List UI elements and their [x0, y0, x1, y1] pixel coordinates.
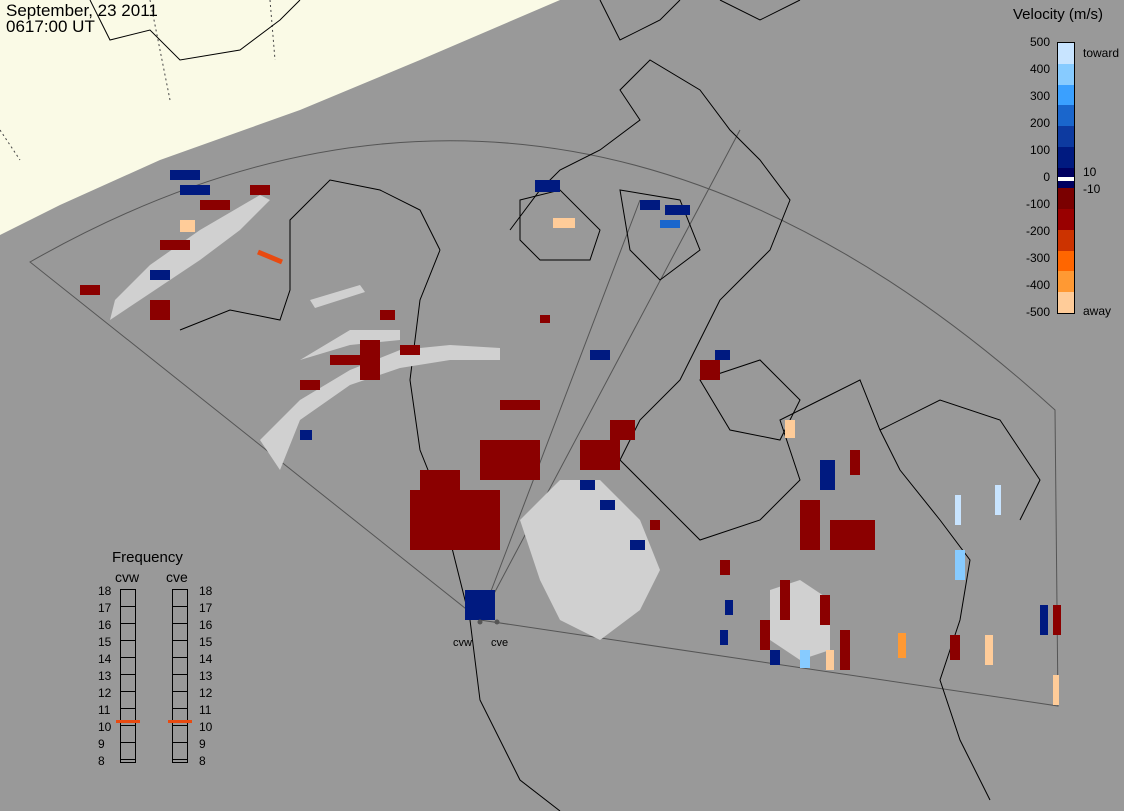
station-marker-cve: [494, 619, 500, 625]
frequency-tick-label: 10: [98, 720, 112, 734]
frequency-tick-label: 8: [199, 754, 206, 768]
frequency-cvw-label: cvw: [115, 569, 140, 585]
velocity-tick-label: -100: [1025, 197, 1050, 211]
station-marker-cvw: [477, 619, 483, 625]
velocity-color-step: [1058, 229, 1074, 252]
velocity-colorbar: [1057, 42, 1075, 314]
frequency-tick-label: 10: [199, 720, 213, 734]
frequency-tick-label: 8: [98, 754, 105, 768]
frequency-grid-line: [121, 606, 135, 607]
frequency-grid-line: [173, 725, 187, 726]
velocity-color-step: [1058, 188, 1074, 211]
velocity-away-scatter: [80, 185, 1061, 670]
frequency-cve-label: cve: [166, 569, 188, 585]
time-label: 0617:00 UT: [6, 17, 95, 36]
velocity-tick-label: -500: [1025, 305, 1050, 319]
frequency-grid-line: [173, 606, 187, 607]
velocity-color-step: [1058, 146, 1074, 169]
frequency-grid-line: [121, 657, 135, 658]
frequency-grid-line: [121, 708, 135, 709]
velocity-zero-band: [1058, 177, 1074, 181]
velocity-color-step: [1058, 271, 1074, 294]
frequency-tick-label: 12: [98, 686, 112, 700]
velocity-tick-label: 100: [1029, 143, 1050, 157]
frequency-grid-line: [121, 742, 135, 743]
frequency-grid-line: [121, 759, 135, 760]
velocity-tick-label: 0: [1043, 170, 1050, 184]
velocity-inner-pos-label: 10: [1083, 165, 1097, 179]
frequency-tick-label: 16: [98, 618, 112, 632]
frequency-tick-label: 18: [199, 584, 213, 598]
velocity-tick-label: -200: [1025, 224, 1050, 238]
velocity-away-strip: [257, 249, 283, 265]
velocity-color-step: [1058, 63, 1074, 86]
frequency-tick-label: 12: [199, 686, 213, 700]
velocity-tick-label: -300: [1025, 251, 1050, 265]
frequency-grid-line: [121, 674, 135, 675]
frequency-bar-cve: [168, 589, 192, 763]
velocity-color-step: [1058, 209, 1074, 231]
velocity-color-step: [1058, 292, 1074, 313]
velocity-color-step: [1058, 43, 1074, 65]
velocity-tick-label: 200: [1029, 116, 1050, 130]
frequency-tick-label: 9: [98, 737, 105, 751]
frequency-tick-label: 11: [98, 703, 111, 717]
frequency-grid-line: [173, 691, 187, 692]
frequency-grid-line: [121, 691, 135, 692]
frequency-bar-cvw: [116, 589, 140, 763]
frequency-grid-line: [173, 674, 187, 675]
frequency-marker-cvw: [116, 720, 140, 724]
velocity-light-scatter: [180, 218, 1059, 705]
frequency-marker-cve: [168, 720, 192, 724]
velocity-tick-label: -400: [1025, 278, 1050, 292]
velocity-inner-neg-label: -10: [1083, 182, 1101, 196]
frequency-grid-line: [121, 640, 135, 641]
velocity-color-step: [1058, 84, 1074, 107]
velocity-color-step: [1058, 105, 1074, 128]
velocity-color-step: [1058, 250, 1074, 273]
frequency-tick-label: 16: [199, 618, 213, 632]
frequency-grid-line: [173, 657, 187, 658]
velocity-away-label: away: [1083, 304, 1112, 318]
frequency-tick-label: 15: [98, 635, 112, 649]
velocity-tick-label: 500: [1029, 35, 1050, 49]
frequency-tick-label: 14: [199, 652, 213, 666]
frequency-tick-label: 14: [98, 652, 112, 666]
frequency-grid-line: [173, 742, 187, 743]
frequency-tick-label: 13: [199, 669, 213, 683]
frequency-grid-line: [121, 623, 135, 624]
date-label: September, 23 2011: [6, 1, 158, 20]
terminator-dotted: [0, 0, 276, 161]
velocity-toward-scatter: [150, 170, 1048, 665]
velocity-legend-title: Velocity (m/s): [1013, 6, 1104, 23]
ground-scatter: [110, 195, 830, 660]
radar-fov: [29, 140, 1059, 707]
frequency-tick-label: 11: [199, 703, 212, 717]
fov-boundary-beam: [479, 129, 741, 621]
frequency-tick-label: 9: [199, 737, 206, 751]
velocity-color-step: [1058, 126, 1074, 148]
daylight-region: [0, 0, 560, 235]
frequency-tick-label: 17: [199, 601, 213, 615]
frequency-tick-label: 15: [199, 635, 213, 649]
velocity-tick-label: 400: [1029, 62, 1050, 76]
frequency-grid-line: [173, 640, 187, 641]
velocity-toward-label: toward: [1083, 46, 1120, 60]
velocity-tick-label: 300: [1029, 89, 1050, 103]
frequency-grid-line: [173, 759, 187, 760]
alaska-coast-daylight: [89, 0, 301, 61]
frequency-grid-line: [173, 708, 187, 709]
frequency-grid-line: [121, 725, 135, 726]
frequency-tick-label: 18: [98, 584, 112, 598]
frequency-tick-label: 17: [98, 601, 112, 615]
frequency-grid-line: [173, 623, 187, 624]
frequency-tick-label: 13: [98, 669, 112, 683]
frequency-legend-title: Frequency: [112, 549, 183, 566]
station-label-cve: cve: [491, 637, 509, 649]
station-label-cvw: cvw: [453, 637, 472, 649]
